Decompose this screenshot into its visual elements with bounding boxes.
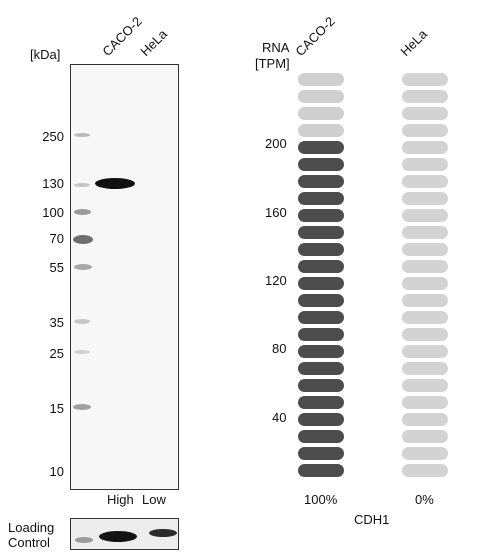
hela-pill bbox=[402, 447, 448, 460]
ladder-band-35 bbox=[74, 319, 90, 324]
rna-axis-label-1: RNA bbox=[262, 40, 290, 55]
hela-pill bbox=[402, 362, 448, 375]
rna-tick-160: 160 bbox=[265, 205, 287, 220]
caco2-sample-band bbox=[95, 178, 135, 189]
hela-pill bbox=[402, 430, 448, 443]
caco2-pill bbox=[298, 260, 344, 273]
caco2-pill bbox=[298, 226, 344, 239]
loading-control-label-1: Loading bbox=[8, 520, 55, 535]
caco2-pill bbox=[298, 277, 344, 290]
caco2-pill bbox=[298, 158, 344, 171]
caco2-pill bbox=[298, 73, 344, 86]
rna-tick-80: 80 bbox=[272, 341, 287, 356]
rna-cell-line-caco2: CACO-2 bbox=[292, 13, 338, 60]
loading-band-hela bbox=[149, 529, 177, 537]
loading-control-blot bbox=[70, 518, 179, 550]
hela-pill bbox=[402, 260, 448, 273]
loading-band-caco2 bbox=[99, 531, 137, 542]
ladder-band-15 bbox=[73, 404, 91, 410]
rna-percent-hela: 0% bbox=[415, 492, 434, 507]
marker-250: 250 bbox=[42, 129, 64, 144]
hela-pill bbox=[402, 175, 448, 188]
hela-pill bbox=[402, 311, 448, 324]
marker-70: 70 bbox=[49, 231, 64, 246]
caco2-pill bbox=[298, 124, 344, 137]
caco2-pill bbox=[298, 243, 344, 256]
rna-axis-label-2: [TPM] bbox=[255, 56, 290, 71]
rna-tick-40: 40 bbox=[272, 410, 287, 425]
lane-label-hela: HeLa bbox=[137, 26, 170, 59]
marker-55: 55 bbox=[49, 260, 64, 275]
hela-pill bbox=[402, 243, 448, 256]
hela-pill bbox=[402, 345, 448, 358]
marker-35: 35 bbox=[49, 315, 64, 330]
marker-100: 100 bbox=[42, 205, 64, 220]
hela-pill bbox=[402, 294, 448, 307]
hela-pill bbox=[402, 379, 448, 392]
caco2-pill bbox=[298, 328, 344, 341]
caco2-pill bbox=[298, 141, 344, 154]
ladder-band-55 bbox=[74, 264, 92, 270]
loading-control-label-2: Control bbox=[8, 535, 50, 550]
caco2-pill bbox=[298, 311, 344, 324]
caco2-pill bbox=[298, 447, 344, 460]
ladder-band-70 bbox=[73, 235, 93, 244]
caco2-pill bbox=[298, 107, 344, 120]
marker-10: 10 bbox=[49, 464, 64, 479]
hela-pill bbox=[402, 396, 448, 409]
hela-pill bbox=[402, 158, 448, 171]
caco2-pill bbox=[298, 464, 344, 477]
hela-pill bbox=[402, 413, 448, 426]
ladder-band-130 bbox=[74, 183, 90, 187]
hela-pill bbox=[402, 209, 448, 222]
hela-pill bbox=[402, 107, 448, 120]
caco2-pill bbox=[298, 362, 344, 375]
hela-pill bbox=[402, 464, 448, 477]
caco2-pill bbox=[298, 294, 344, 307]
caco2-pill bbox=[298, 90, 344, 103]
hela-pill bbox=[402, 192, 448, 205]
caco2-pill bbox=[298, 396, 344, 409]
hela-pill bbox=[402, 73, 448, 86]
ladder-band-100 bbox=[74, 209, 91, 215]
hela-pill bbox=[402, 328, 448, 341]
loading-band-ladder bbox=[75, 537, 93, 543]
ladder-band-25 bbox=[74, 350, 90, 354]
rna-tick-200: 200 bbox=[265, 136, 287, 151]
caco2-pill bbox=[298, 430, 344, 443]
caco2-pill bbox=[298, 175, 344, 188]
caco2-pill bbox=[298, 345, 344, 358]
level-label-low: Low bbox=[142, 492, 166, 507]
rna-bar-hela bbox=[402, 73, 448, 481]
caco2-pill bbox=[298, 379, 344, 392]
ladder-band-250 bbox=[74, 133, 90, 137]
kda-unit-label: [kDa] bbox=[30, 47, 61, 62]
lane-label-caco2: CACO-2 bbox=[99, 13, 145, 60]
rna-percent-caco2: 100% bbox=[304, 492, 338, 507]
rna-tick-120: 120 bbox=[265, 273, 287, 288]
hela-pill bbox=[402, 277, 448, 290]
gene-name: CDH1 bbox=[354, 512, 390, 527]
hela-pill bbox=[402, 141, 448, 154]
hela-pill bbox=[402, 124, 448, 137]
rna-cell-line-hela: HeLa bbox=[397, 26, 430, 59]
caco2-pill bbox=[298, 192, 344, 205]
western-blot-image bbox=[70, 64, 179, 490]
marker-25: 25 bbox=[49, 346, 64, 361]
rna-bar-caco2 bbox=[298, 73, 344, 481]
hela-pill bbox=[402, 90, 448, 103]
marker-130: 130 bbox=[42, 176, 64, 191]
caco2-pill bbox=[298, 413, 344, 426]
level-label-high: High bbox=[107, 492, 134, 507]
marker-15: 15 bbox=[49, 401, 64, 416]
hela-pill bbox=[402, 226, 448, 239]
caco2-pill bbox=[298, 209, 344, 222]
